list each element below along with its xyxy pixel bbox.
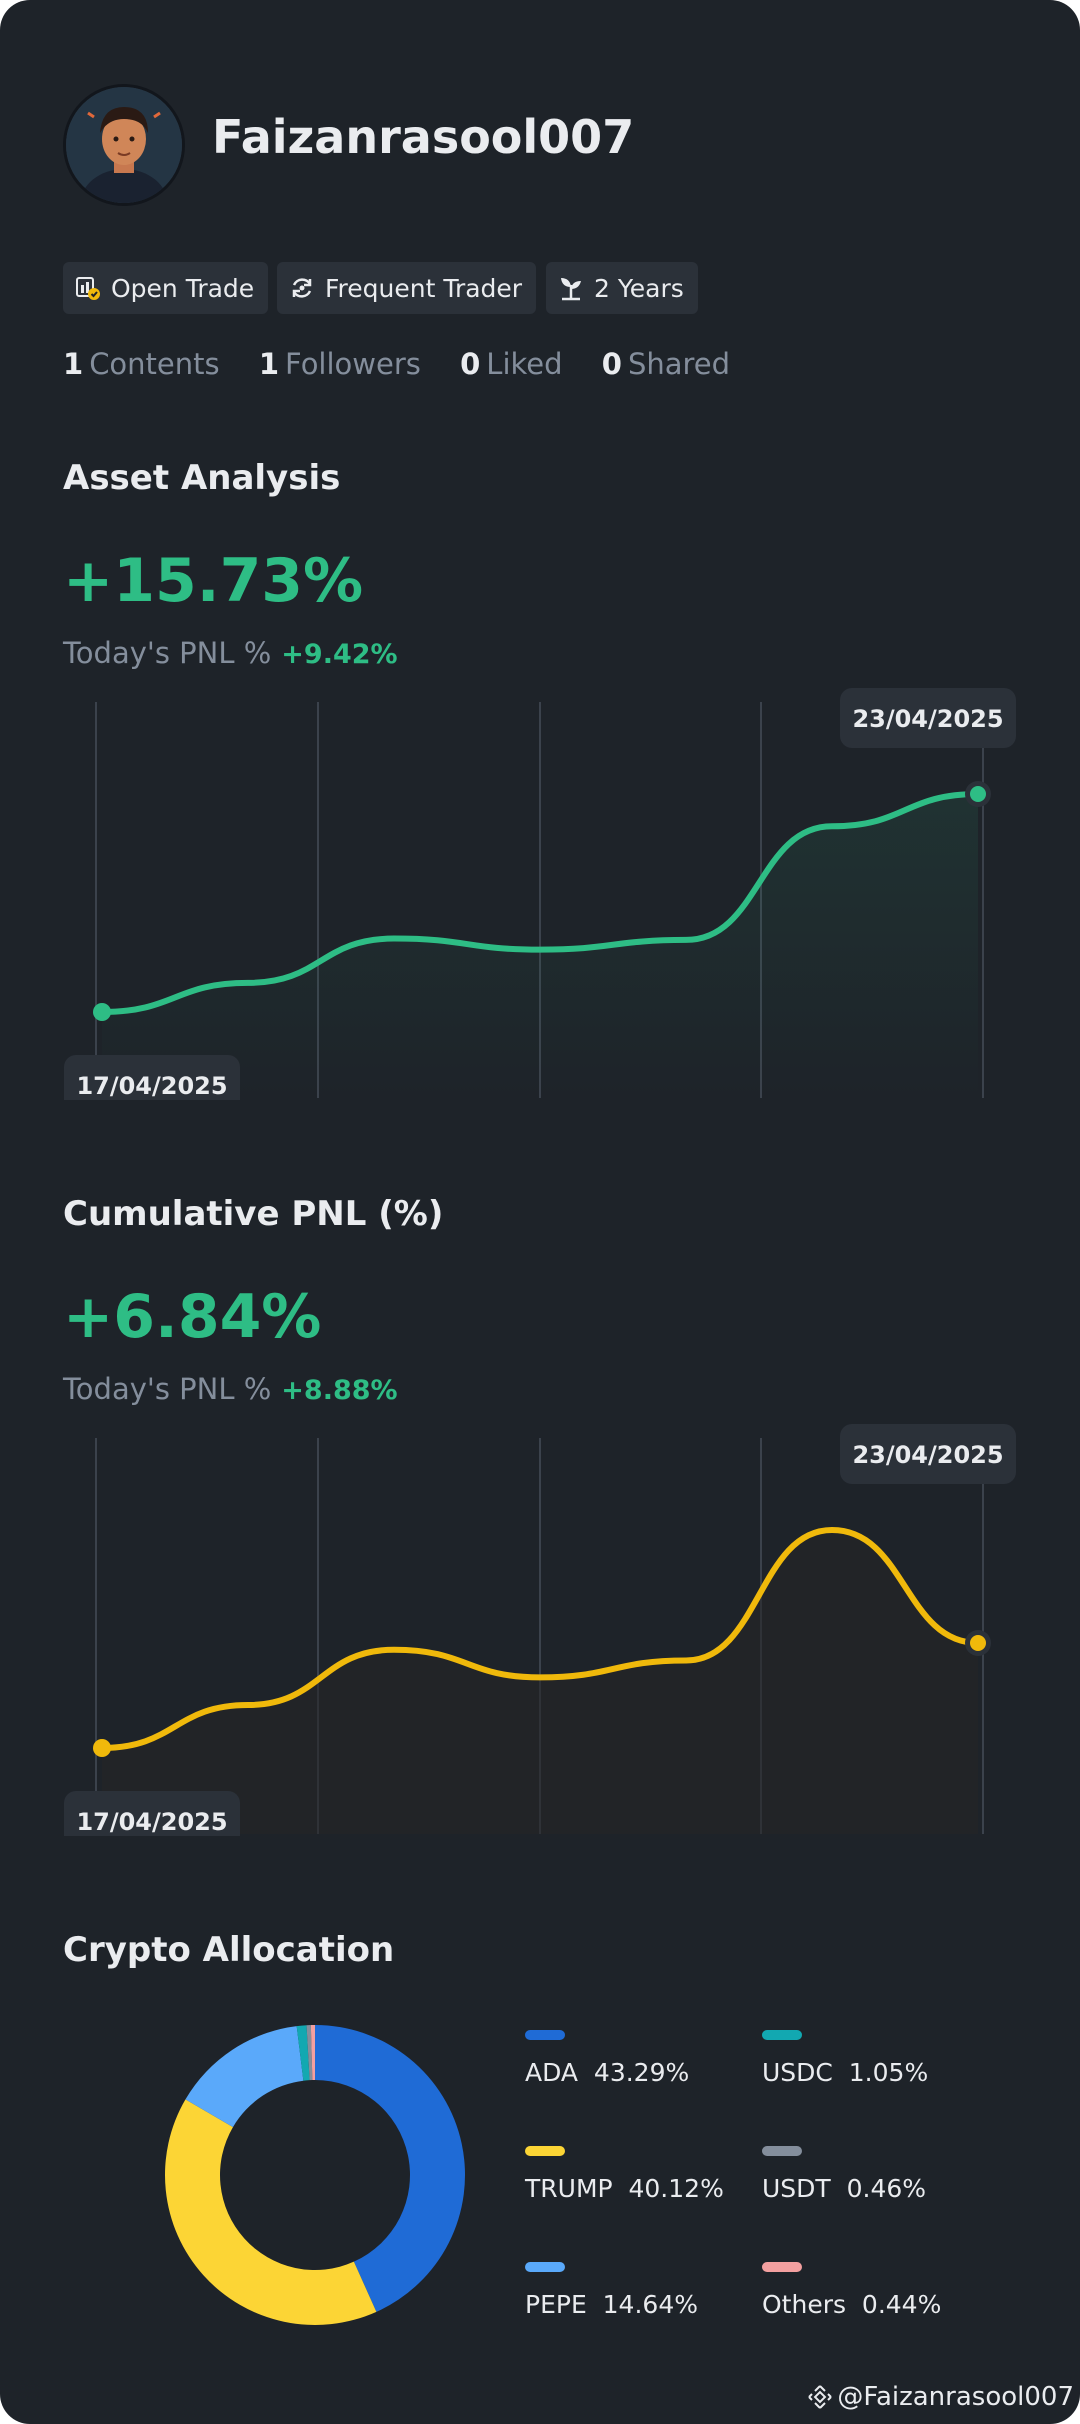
badge-years-label: 2 Years (594, 273, 684, 303)
stat-shared-label: Shared (627, 347, 731, 381)
legend-item-usdt: USDT 0.46% (762, 2146, 926, 2203)
stat-followers-label: Followers (285, 347, 421, 381)
legend-label-usdt: USDT (762, 2174, 831, 2203)
badge-years[interactable]: 2 Years (546, 262, 698, 314)
cumulative-end-date-label: 23/04/2025 (852, 1441, 1003, 1469)
legend-label-usdc: USDC (762, 2058, 833, 2087)
cumulative-start-date-label-bg (64, 1791, 240, 1836)
stat-liked-label: Liked (486, 347, 563, 381)
end-point (970, 786, 986, 802)
stat-followers[interactable]: 1 Followers (259, 347, 421, 381)
badge-open-trade-label: Open Trade (111, 273, 255, 303)
binance-logo-icon (808, 2385, 833, 2409)
cumulative-pnl-chart: 17/04/2025 23/04/2025 (64, 1424, 1016, 1836)
avatar[interactable] (63, 84, 185, 206)
footer-handle: @Faizanrasool007 (837, 2382, 1074, 2412)
frequent-trader-icon (292, 278, 312, 298)
cumulative-pnl-today-value: +8.88% (281, 1375, 398, 1406)
legend-item-others: Others 0.44% (762, 2262, 941, 2319)
legend-value-usdt: 0.46% (846, 2174, 927, 2203)
stat-liked[interactable]: 0 Liked (460, 347, 562, 381)
cumulative-pnl-value: +6.84% (63, 1282, 322, 1352)
donut-slice-usdc (296, 2025, 310, 2081)
legend-value-usdc: 1.05% (848, 2058, 929, 2087)
cumulative-pnl-today-label: Today's PNL % (63, 1372, 272, 1406)
cumulative-start-date-label: 17/04/2025 (76, 1808, 227, 1836)
series-area (102, 1530, 978, 1834)
legend-value-others: 0.44% (861, 2290, 942, 2319)
legend-swatch-others (762, 2262, 802, 2272)
stat-shared[interactable]: 0 Shared (602, 347, 730, 381)
asset-end-date-label-bg (840, 688, 1016, 748)
legend-item-trump: TRUMP 40.12% (525, 2146, 724, 2203)
donut-slice-ada (315, 2025, 466, 2312)
series-line (99, 1526, 981, 1751)
donut-slice-others (310, 2025, 315, 2081)
badge-frequent-trader-label: Frequent Trader (325, 273, 523, 303)
stat-shared-value: 0 (601, 347, 622, 381)
legend-swatch-pepe (525, 2262, 565, 2272)
stat-contents-value: 1 (63, 347, 84, 381)
stat-followers-value: 1 (258, 347, 280, 381)
asset-start-date-label: 17/04/2025 (76, 1072, 227, 1100)
legend-swatch-usdt (762, 2146, 802, 2156)
cumulative-pnl-today: Today's PNL % +8.88% (63, 1372, 398, 1406)
badge-open-trade[interactable]: Open Trade (63, 262, 269, 314)
legend-item-usdc: USDC 1.05% (762, 2030, 928, 2087)
end-point (970, 1634, 986, 1651)
donut-slice-trump (164, 2099, 377, 2325)
cumulative-end-date-label-bg (840, 1424, 1016, 1484)
series-area (102, 794, 978, 1098)
donut-slice-pepe (185, 2026, 304, 2128)
asset-analysis-today: Today's PNL % +9.42% (63, 636, 398, 670)
profile-stats: 1 Contents 1 Followers 0 Liked 0 Shared (63, 347, 760, 381)
stat-liked-value: 0 (460, 347, 481, 381)
start-point (93, 1003, 111, 1021)
legend-label-trump: TRUMP (525, 2174, 613, 2203)
legend-label-pepe: PEPE (525, 2290, 587, 2319)
asset-analysis-title: Asset Analysis (63, 458, 341, 498)
legend-label-ada: ADA (525, 2058, 579, 2087)
legend-value-trump: 40.12% (628, 2174, 724, 2203)
legend-swatch-trump (525, 2146, 565, 2156)
legend-swatch-ada (525, 2030, 565, 2040)
crypto-allocation-title: Crypto Allocation (63, 1930, 395, 1970)
stat-contents-label: Contents (89, 347, 220, 381)
legend-value-ada: 43.29% (593, 2058, 690, 2087)
username: Faizanrasool007 (212, 110, 635, 164)
asset-analysis-today-label: Today's PNL % (63, 636, 272, 670)
stat-contents[interactable]: 1 Contents (63, 347, 220, 381)
series-line (99, 791, 981, 1015)
legend-label-others: Others (762, 2290, 847, 2319)
legend-value-pepe: 14.64% (602, 2290, 698, 2319)
open-trade-icon (76, 277, 100, 300)
sprout-icon (561, 278, 581, 301)
asset-end-date-label: 23/04/2025 (852, 705, 1003, 733)
start-point (93, 1739, 111, 1757)
asset-start-date-label-bg (64, 1055, 240, 1100)
donut-slice-usdt (306, 2025, 313, 2081)
badge-frequent-trader[interactable]: Frequent Trader (277, 262, 537, 314)
cumulative-pnl-title: Cumulative PNL (%) (63, 1194, 444, 1234)
asset-analysis-today-value: +9.42% (281, 639, 398, 670)
asset-analysis-value: +15.73% (63, 546, 364, 616)
crypto-allocation-donut (164, 2025, 466, 2325)
asset-analysis-chart: 17/04/2025 23/04/2025 (64, 688, 1016, 1100)
legend-swatch-usdc (762, 2030, 802, 2040)
footer-watermark: @Faizanrasool007 (807, 2382, 1074, 2412)
legend-item-ada: ADA 43.29% (525, 2030, 689, 2087)
legend-item-pepe: PEPE 14.64% (525, 2262, 698, 2319)
